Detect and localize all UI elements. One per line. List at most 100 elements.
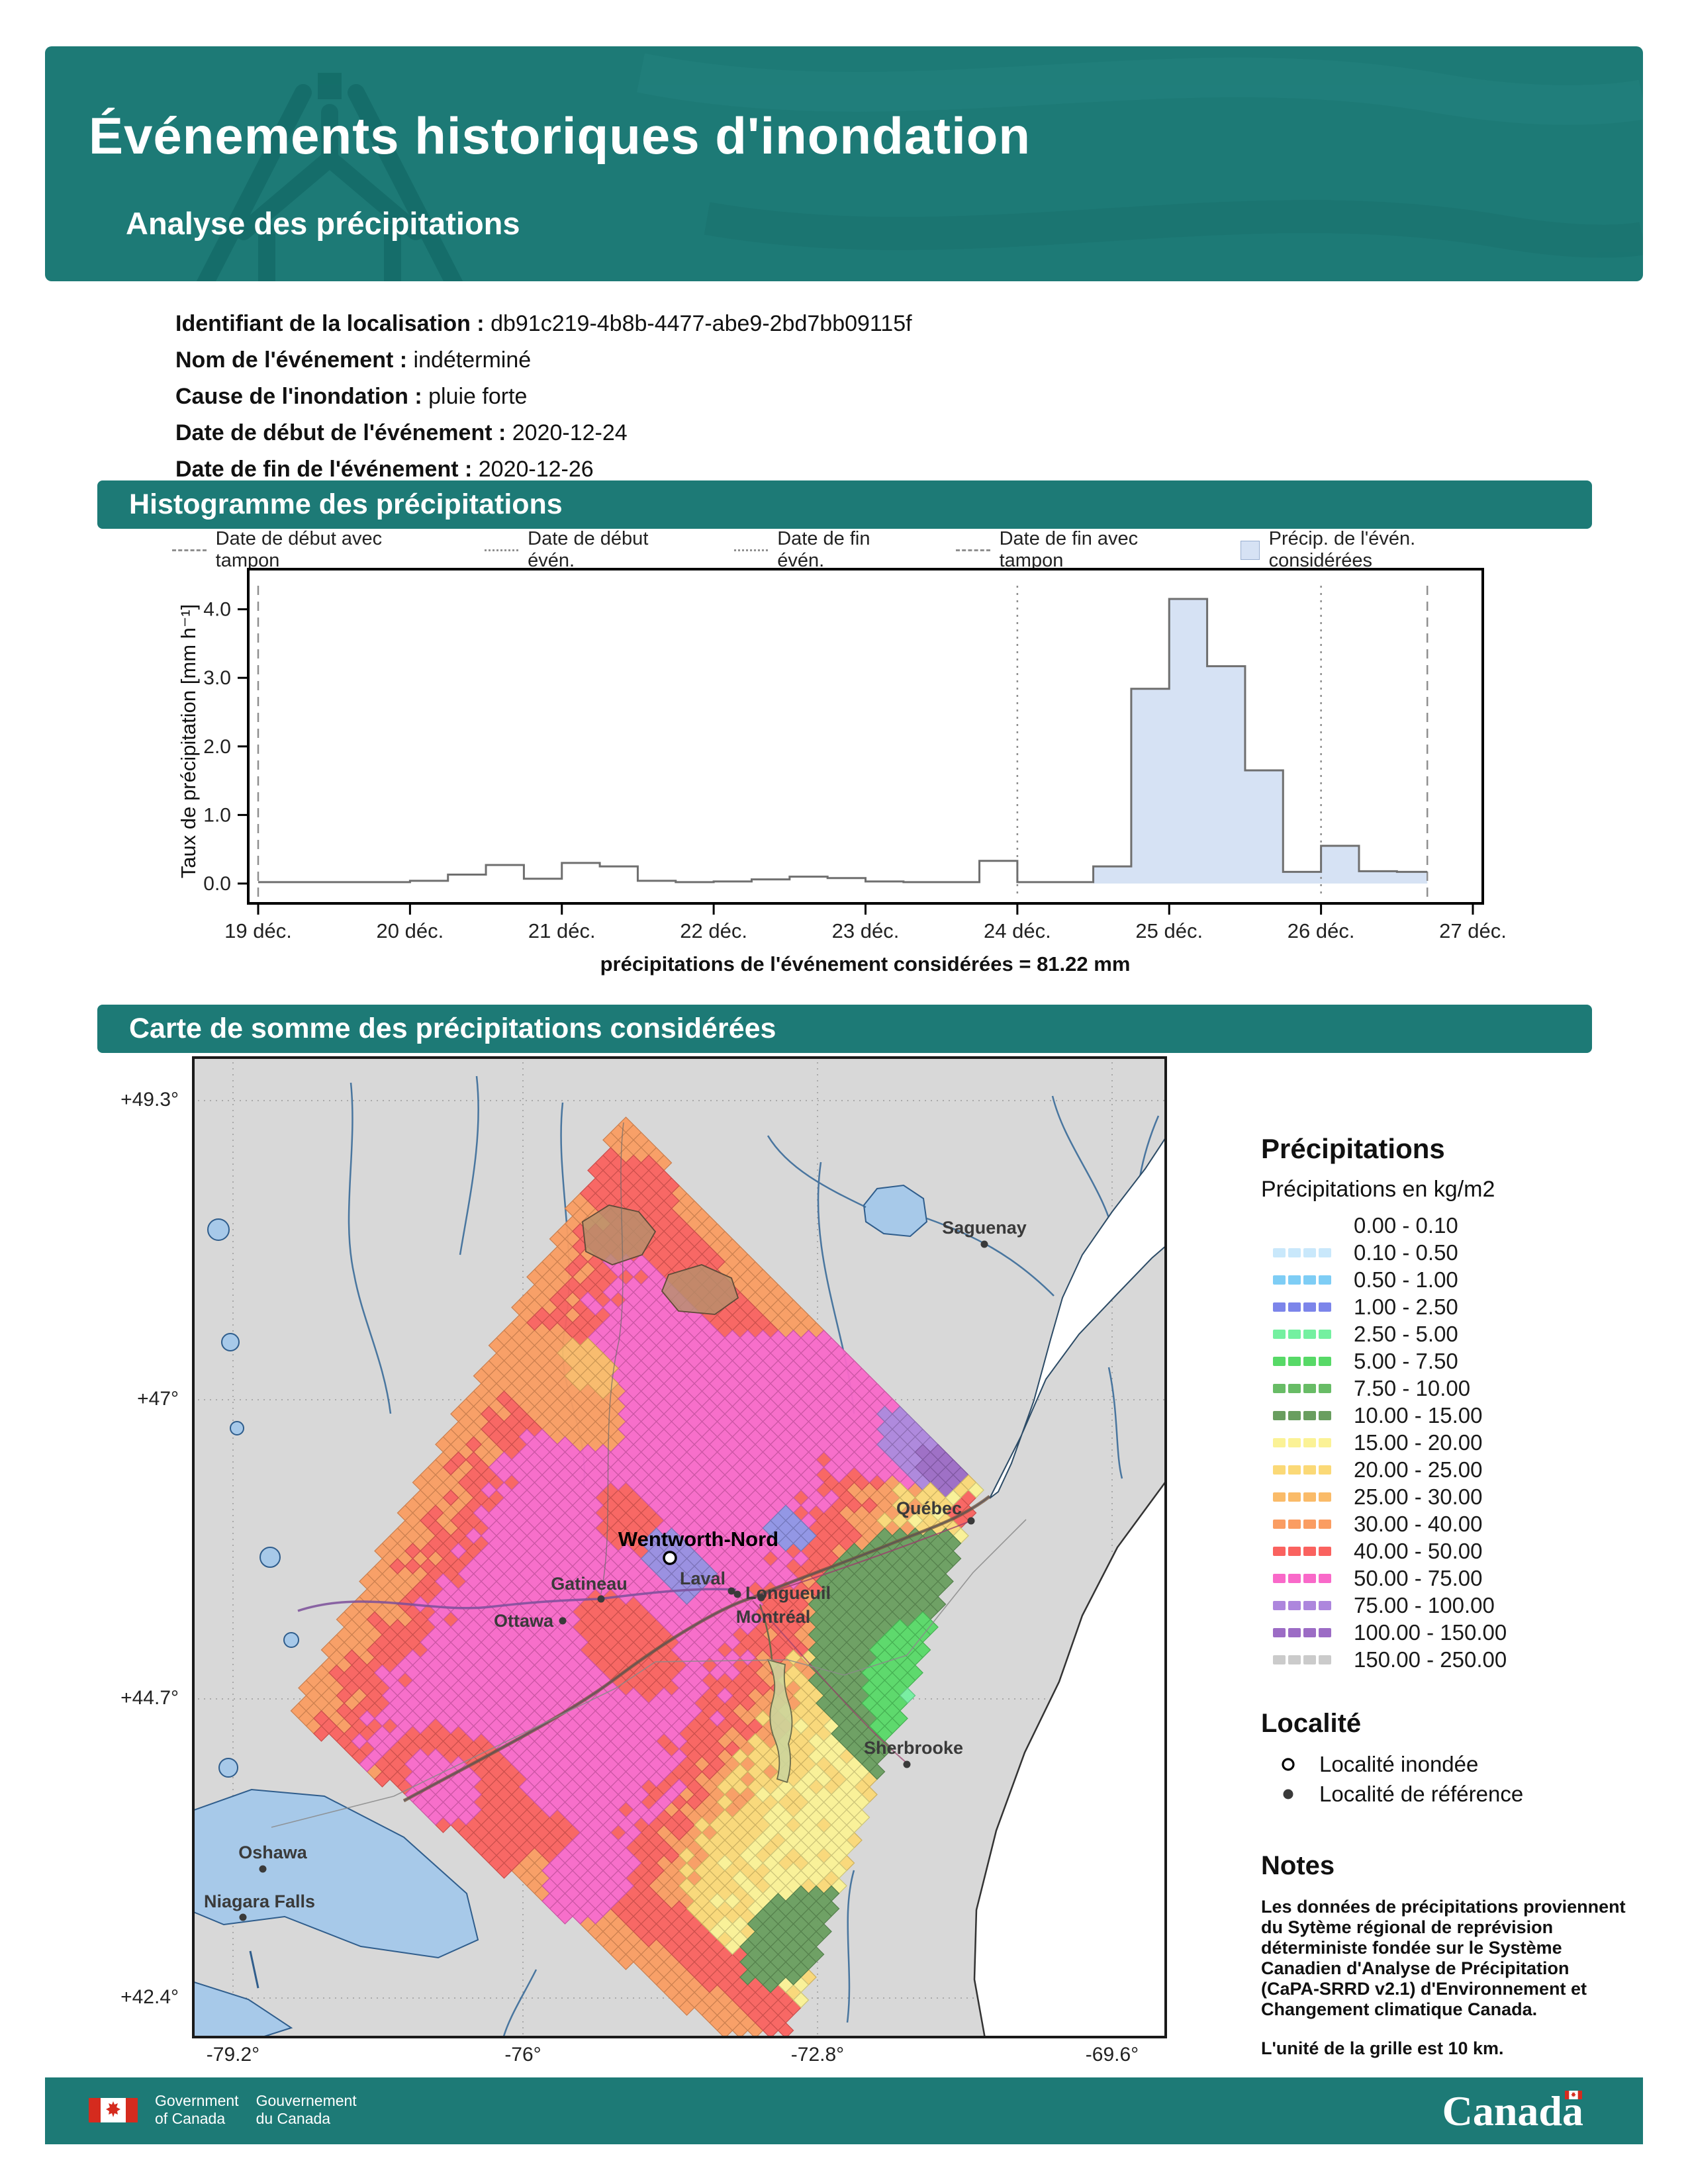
city-label: Ottawa <box>494 1611 554 1631</box>
legend-color-swatch-icon <box>1273 1437 1339 1447</box>
histogram-legend-item: Date de fin évén. <box>733 528 921 572</box>
filled-circle-marker-icon <box>1280 1786 1297 1803</box>
legend-color-swatch-icon <box>1273 1220 1339 1230</box>
legend-class-row: 100.00 - 150.00 <box>1261 1619 1638 1646</box>
canada-flag-icon <box>89 2097 138 2122</box>
y-tick-label: 1.0 <box>203 804 231 826</box>
city-label: Saguenay <box>942 1218 1027 1238</box>
report-banner: Événements historiques d'inondation Anal… <box>45 46 1643 281</box>
legend-class-row: 20.00 - 25.00 <box>1261 1456 1638 1483</box>
metadata-row: Nom de l'événement : indéterminé <box>175 342 912 379</box>
dashed-legend-swatch-icon <box>172 549 207 551</box>
legend-range-label: 30.00 - 40.00 <box>1354 1511 1483 1536</box>
legend-color-swatch-icon <box>1273 1546 1339 1556</box>
reference-locality-marker <box>733 1590 741 1598</box>
international-border <box>271 1519 1027 1828</box>
metadata-value: 2020-12-24 <box>512 420 628 445</box>
dotted-legend-swatch-icon <box>484 549 519 551</box>
legend-color-swatch-icon <box>1273 1655 1339 1664</box>
banner-wave-decoration <box>637 53 1643 258</box>
y-tick-label: 0.0 <box>203 873 231 895</box>
latitude-label: +47° <box>137 1388 179 1410</box>
legend-class-row: 50.00 - 75.00 <box>1261 1565 1638 1592</box>
localite-label: Localité de référence <box>1319 1781 1524 1806</box>
metadata-label: Date de début de l'événement : <box>175 420 512 445</box>
water-bodies <box>192 1184 928 2038</box>
metadata-label: Cause de l'inondation : <box>175 384 429 409</box>
reference-locality-marker <box>559 1617 567 1625</box>
city-label: Niagara Falls <box>204 1891 315 1911</box>
metadata-label: Identifiant de la localisation : <box>175 311 491 336</box>
localite-row: Localité inondée <box>1261 1749 1638 1779</box>
legend-range-label: 20.00 - 25.00 <box>1354 1457 1483 1482</box>
city-label: Sherbrooke <box>864 1738 963 1758</box>
legend-range-label: 50.00 - 75.00 <box>1354 1565 1483 1590</box>
plot-frame <box>247 568 1484 905</box>
flooded-locality-marker <box>663 1551 677 1565</box>
metadata-row: Identifiant de la localisation : db91c21… <box>175 306 912 342</box>
notes-title: Notes <box>1261 1851 1335 1880</box>
y-tick-label: 3.0 <box>203 667 231 689</box>
highway-line <box>752 1520 972 1598</box>
reference-locality-marker <box>259 1865 267 1873</box>
x-tick-label: 22 déc. <box>680 919 747 942</box>
legend-range-label: 7.50 - 10.00 <box>1354 1375 1471 1400</box>
metadata-value: 2020-12-26 <box>478 457 594 482</box>
metadata-value: db91c219-4b8b-4477-abe9-2bd7bb09115f <box>491 311 912 336</box>
histogram-legend-label: Date de début avec tampon <box>215 528 383 571</box>
legend-color-swatch-icon <box>1273 1329 1339 1339</box>
city-markers: Wentworth-Nord Saguenay Québec Gatineau Otta… <box>204 1218 1027 1921</box>
highway-line <box>752 1600 908 1764</box>
legend-class-row: 5.00 - 7.50 <box>1261 1347 1638 1375</box>
legend-range-label: 10.00 - 15.00 <box>1354 1402 1483 1428</box>
legend-range-label: 150.00 - 250.00 <box>1354 1647 1507 1672</box>
dotted-legend-swatch-icon <box>733 549 769 551</box>
metadata-value: indéterminé <box>413 347 532 373</box>
x-tick-label: 24 déc. <box>984 919 1051 942</box>
histogram-legend: Date de début avec tampon Date de début é… <box>172 528 1523 572</box>
legend-range-label: 0.00 - 0.10 <box>1354 1212 1458 1238</box>
longitude-label: -79.2° <box>206 2044 260 2066</box>
metadata-label: Date de fin de l'événement : <box>175 457 479 482</box>
legend-range-label: 0.50 - 1.00 <box>1354 1267 1458 1292</box>
legend-classes: 0.00 - 0.10 0.10 - 0.50 0.50 - 1.00 1.00 - … <box>1261 1212 1638 1673</box>
x-tick-label: 19 déc. <box>224 919 292 942</box>
lake-erie <box>192 1980 293 2038</box>
x-tick-label: 26 déc. <box>1288 919 1355 942</box>
legend-range-label: 1.00 - 2.50 <box>1354 1294 1458 1319</box>
legend-range-label: 100.00 - 150.00 <box>1354 1619 1507 1645</box>
metadata-row: Date de début de l'événement : 2020-12-2… <box>175 415 912 451</box>
localite-items: Localité inondée Localité de référence <box>1261 1749 1638 1809</box>
legend-color-swatch-icon <box>1273 1248 1339 1257</box>
open-circle-marker-icon <box>1280 1756 1297 1773</box>
histogram-legend-item: Date de début évén. <box>484 528 700 572</box>
city-label: Montréal <box>736 1607 811 1627</box>
gouvernement-du-canada-fr: Gouvernement du Canada <box>256 2092 357 2127</box>
legend-class-row: 0.10 - 0.50 <box>1261 1239 1638 1266</box>
x-tick-label: 23 déc. <box>832 919 900 942</box>
map-frame <box>192 1056 1167 2038</box>
reference-locality-marker <box>727 1587 735 1595</box>
legend-color-swatch-icon <box>1273 1600 1339 1610</box>
reference-locality-marker <box>903 1760 911 1768</box>
page-title: Événements historiques d'inondation <box>89 107 1031 165</box>
city-label: Laval <box>680 1569 726 1588</box>
legend-range-label: 75.00 - 100.00 <box>1354 1592 1495 1617</box>
histogram-legend-label: Précip. de l'évén. considérées <box>1268 528 1416 571</box>
canada-wordmark: Canada <box>1442 2087 1583 2134</box>
page-subtitle: Analyse des précipitations <box>126 206 520 241</box>
reference-locality-marker <box>597 1595 605 1603</box>
latitude-label: +49.3° <box>120 1089 179 1111</box>
legend-color-swatch-icon <box>1273 1627 1339 1637</box>
city-label: Longueuil <box>745 1583 831 1603</box>
legend-range-label: 0.10 - 0.50 <box>1354 1240 1458 1265</box>
legend-class-row: 75.00 - 100.00 <box>1261 1592 1638 1619</box>
x-axis-title: précipitations de l'événement considérée… <box>600 952 1131 976</box>
precipitation-histogram: 0.0 1.0 2.0 3.0 4.0 19 déc. 20 déc. 21 déc. 22 d… <box>177 568 1507 976</box>
notes-grid-note: L'unité de la grille est 10 km. <box>1261 2038 1504 2058</box>
x-tick-label: 21 déc. <box>528 919 596 942</box>
metadata-row: Cause de l'inondation : pluie forte <box>175 379 912 415</box>
y-tick-label: 2.0 <box>203 736 231 758</box>
reference-locality-marker <box>967 1517 975 1525</box>
legend-range-label: 2.50 - 5.00 <box>1354 1321 1458 1346</box>
